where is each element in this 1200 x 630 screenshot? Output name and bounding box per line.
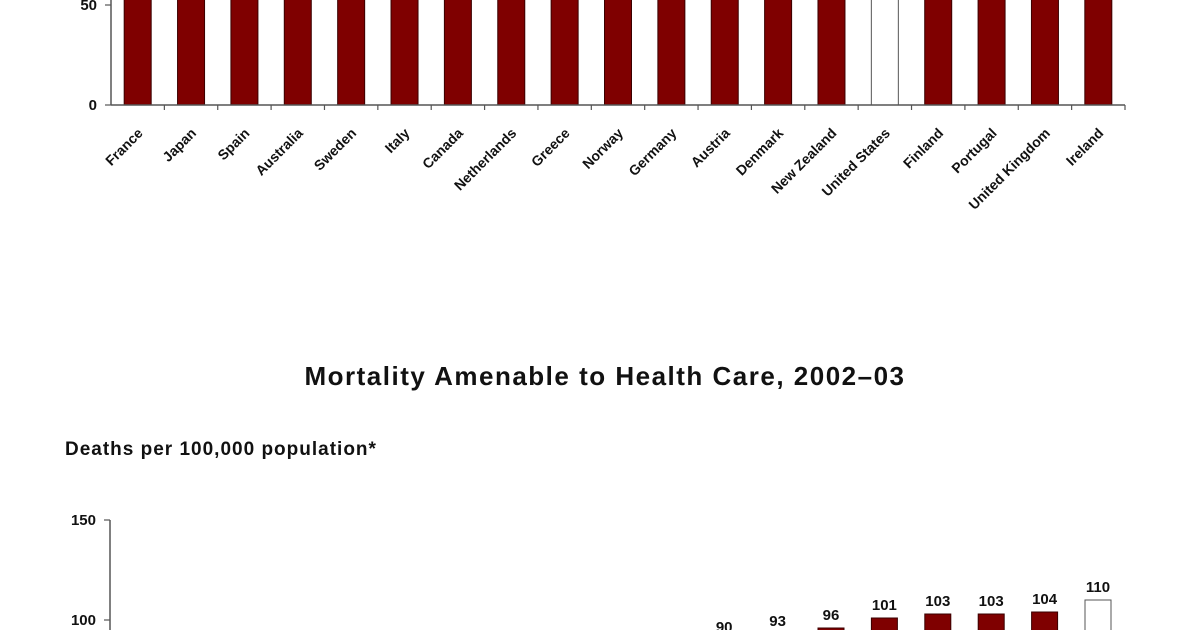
value-label: 93 xyxy=(769,613,786,630)
value-label: 90 xyxy=(716,619,733,630)
category-label: Austria xyxy=(687,125,733,171)
category-label: Canada xyxy=(419,125,466,172)
top-bar xyxy=(1084,0,1113,106)
bottom-y-ticks: 100 150 xyxy=(71,512,110,629)
category-label: Ireland xyxy=(1063,125,1107,169)
top-y-ticks: 0 50 xyxy=(80,0,111,114)
top-bar xyxy=(390,0,419,106)
bottom-bar xyxy=(870,617,898,630)
value-label: 96 xyxy=(823,607,840,624)
category-label: Japan xyxy=(159,125,199,165)
category-label: Sweden xyxy=(311,125,360,174)
top-bar xyxy=(924,0,953,106)
category-label: Finland xyxy=(900,125,947,172)
top-bar xyxy=(817,0,846,106)
bottom-value-labels: 828484909396101103103104110 xyxy=(716,579,1110,630)
bottom-bar xyxy=(817,627,845,630)
y-tick-label: 0 xyxy=(89,97,97,114)
category-label: Portugal xyxy=(948,125,999,176)
top-bar xyxy=(550,0,579,106)
top-bar xyxy=(710,0,739,106)
y-tick-label: 150 xyxy=(71,512,96,529)
top-bar xyxy=(764,0,793,106)
top-bar xyxy=(977,0,1006,106)
category-label: Australia xyxy=(252,125,306,179)
bottom-bar xyxy=(977,613,1005,630)
bottom-bars xyxy=(817,599,1112,630)
category-label: Denmark xyxy=(733,125,787,179)
top-bar xyxy=(123,0,152,106)
category-label: Germany xyxy=(625,125,679,179)
category-label: Italy xyxy=(382,125,413,156)
top-bars xyxy=(123,0,1113,106)
category-label: France xyxy=(102,125,146,169)
top-chart: 0 50 France Japan Spain Australia Sweden Italy… xyxy=(80,0,1126,213)
top-bar xyxy=(337,0,366,106)
top-x-ticks xyxy=(163,105,1126,110)
value-label: 103 xyxy=(979,593,1004,610)
y-tick-label: 100 xyxy=(71,612,96,629)
top-bar xyxy=(283,0,312,106)
y-tick-label: 50 xyxy=(80,0,97,14)
value-label: 110 xyxy=(1086,579,1110,596)
value-label: 103 xyxy=(925,593,950,610)
category-label: Norway xyxy=(579,125,626,172)
top-bar xyxy=(230,0,259,106)
bottom-bar xyxy=(924,613,952,630)
top-bar xyxy=(657,0,686,106)
y-axis-label: Deaths per 100,000 population* xyxy=(65,439,377,460)
category-label: Spain xyxy=(214,125,252,163)
bottom-bar xyxy=(1031,611,1059,630)
top-bar xyxy=(177,0,206,106)
value-label: 101 xyxy=(872,597,897,614)
top-bar xyxy=(870,0,899,106)
top-bar xyxy=(497,0,526,106)
top-bar xyxy=(1030,0,1059,106)
top-bar xyxy=(443,0,472,106)
value-label: 104 xyxy=(1032,591,1058,608)
chart-title: Mortality Amenable to Health Care, 2002–… xyxy=(304,361,905,391)
category-label: Greece xyxy=(528,125,573,170)
bottom-bar xyxy=(1084,599,1112,630)
top-bar xyxy=(604,0,632,106)
top-category-labels: France Japan Spain Australia Sweden Italy Cana… xyxy=(102,125,1106,213)
